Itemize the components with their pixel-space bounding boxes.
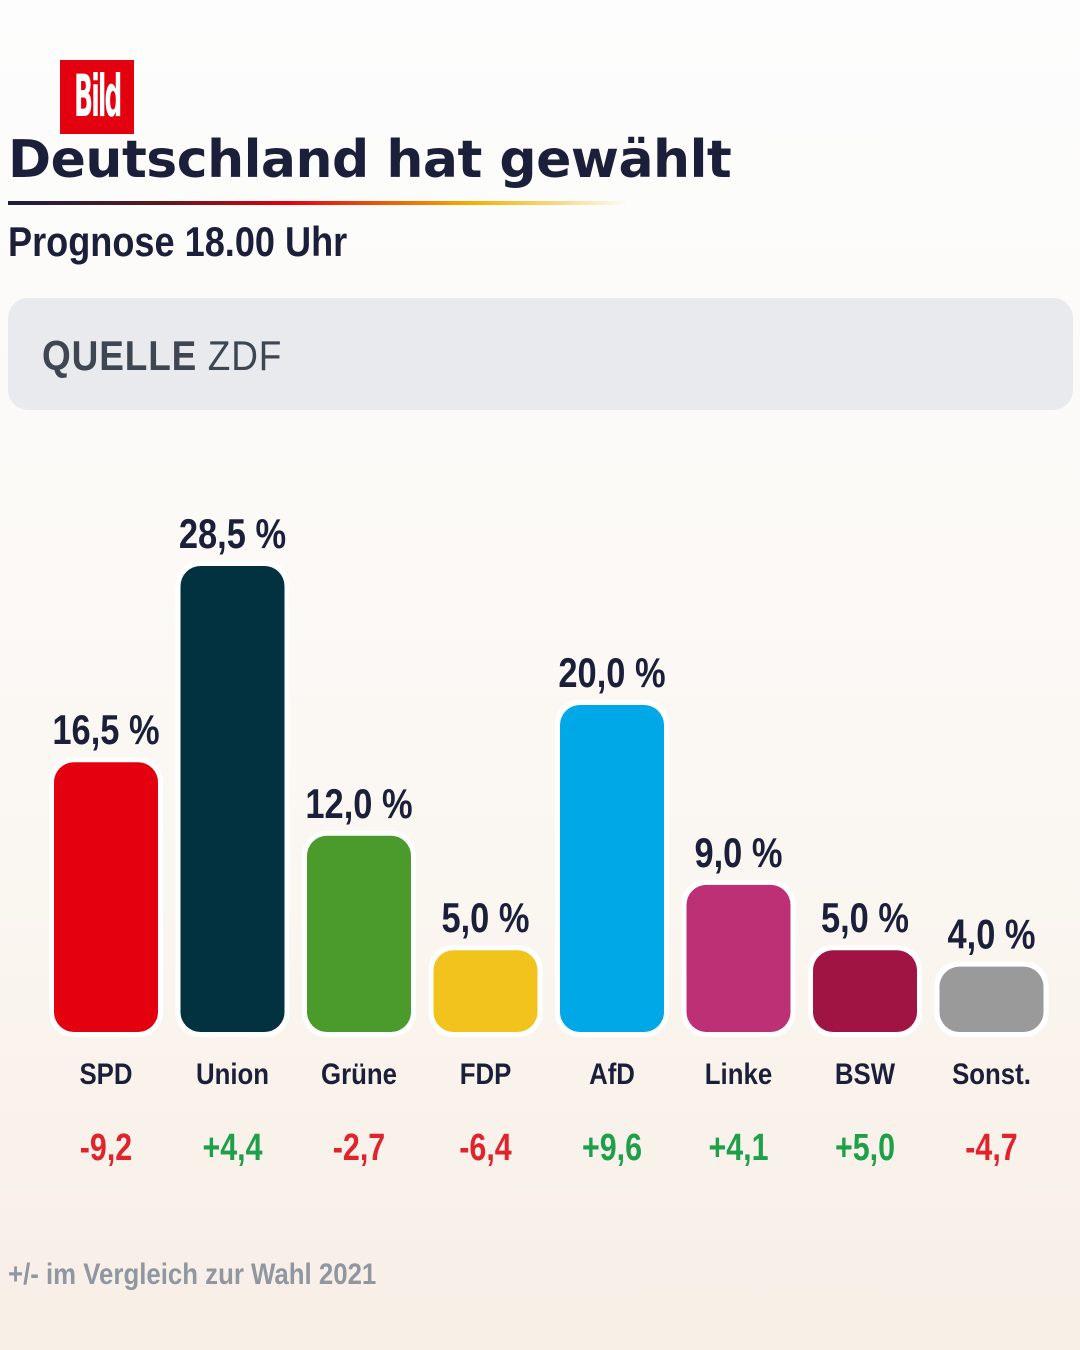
source-label: QUELLE: [42, 332, 198, 379]
change-label-7: -4,7: [965, 1127, 1017, 1169]
change-label-2: -2,7: [333, 1127, 385, 1169]
value-label-7: 4,0 %: [947, 911, 1035, 958]
bar-1: [180, 566, 285, 1032]
category-label-6: BSW: [835, 1057, 896, 1090]
source-box: QUELLE ZDF: [8, 298, 1073, 410]
value-label-0: 16,5 %: [52, 707, 159, 754]
source-value: ZDF: [207, 332, 283, 379]
change-label-1: +4,4: [202, 1127, 262, 1169]
bar-7: [939, 966, 1044, 1032]
bar-2: [307, 835, 411, 1032]
change-label-4: +9,6: [582, 1127, 642, 1169]
value-label-5: 9,0 %: [694, 830, 782, 877]
bar-5: [686, 884, 791, 1032]
value-label-1: 28,5 %: [179, 511, 286, 558]
change-label-5: +4,1: [708, 1127, 768, 1169]
bar-6: [813, 950, 917, 1032]
category-label-2: Grüne: [321, 1057, 397, 1090]
source-text: QUELLE ZDF: [42, 332, 282, 380]
category-label-5: Linke: [705, 1057, 772, 1090]
value-label-2: 12,0 %: [305, 781, 412, 828]
title-divider: [8, 201, 628, 205]
bar-0: [54, 762, 158, 1032]
bild-logo-text: Bild: [73, 63, 122, 131]
change-label-0: -9,2: [80, 1127, 132, 1169]
category-label-0: SPD: [79, 1057, 132, 1090]
category-label-4: AfD: [589, 1057, 635, 1090]
value-label-4: 20,0 %: [558, 650, 665, 697]
category-label-3: FDP: [460, 1057, 512, 1090]
change-label-6: +5,0: [835, 1127, 895, 1169]
value-label-6: 5,0 %: [821, 895, 909, 942]
page-subtitle: Prognose 18.00 Uhr: [8, 218, 348, 265]
value-label-3: 5,0 %: [441, 895, 529, 942]
category-label-7: Sonst.: [952, 1057, 1031, 1090]
bar-3: [433, 950, 538, 1032]
bar-4: [560, 704, 664, 1032]
page-title: Deutschland hat gewählt: [8, 130, 732, 190]
category-label-1: Union: [196, 1057, 269, 1090]
footnote: +/- im Vergleich zur Wahl 2021: [8, 1258, 377, 1291]
bild-logo: Bild: [60, 60, 134, 134]
change-label-3: -6,4: [459, 1127, 511, 1169]
